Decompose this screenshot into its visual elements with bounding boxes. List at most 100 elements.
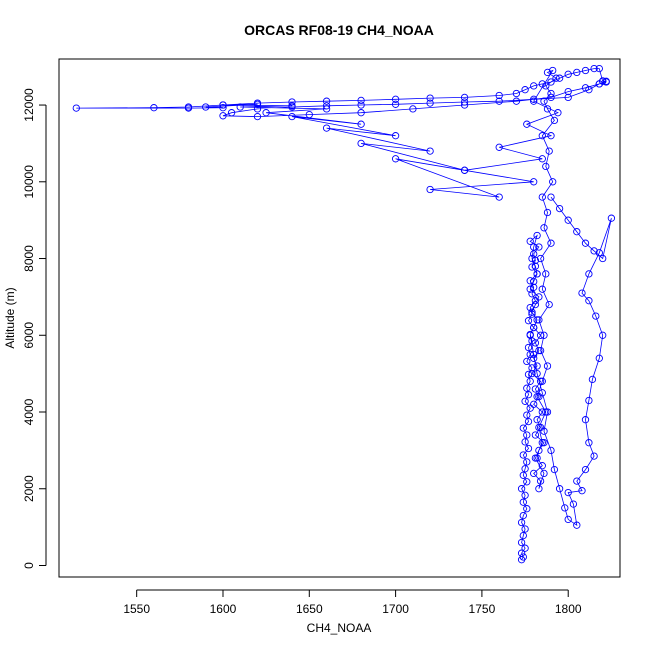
data-point: [542, 162, 550, 171]
data-point: [533, 362, 541, 370]
data-point: [322, 97, 331, 105]
data-point: [547, 78, 555, 86]
data-point: [517, 518, 526, 527]
data-point: [526, 377, 534, 385]
data-point: [322, 102, 331, 110]
data-point: [219, 104, 227, 112]
data-point: [253, 105, 262, 113]
data-point: [528, 308, 536, 316]
data-point: [595, 64, 603, 73]
data-point: [564, 216, 572, 224]
data-point: [521, 397, 529, 405]
data-point: [547, 89, 555, 98]
data-point: [150, 104, 158, 112]
data-point: [530, 323, 538, 332]
data-point: [581, 84, 590, 92]
data-point: [573, 521, 581, 529]
data-point: [528, 290, 536, 298]
data-point: [517, 538, 526, 547]
data-point: [538, 193, 546, 201]
data-point: [547, 193, 555, 201]
data-point: [426, 99, 434, 107]
data-point: [555, 204, 564, 213]
data-point: [530, 400, 538, 408]
data-point: [543, 408, 552, 416]
data-point: [533, 393, 541, 401]
data-point: [357, 139, 365, 148]
data-point: [219, 101, 227, 109]
plot-frame: [58, 58, 621, 578]
data-point: [555, 485, 564, 493]
data-point: [538, 389, 546, 397]
data-point: [288, 103, 296, 111]
data-point: [581, 416, 590, 424]
data-point: [530, 97, 538, 105]
y-tick-label: 4000: [22, 398, 36, 425]
data-point: [536, 346, 545, 355]
data-point: [540, 331, 548, 339]
data-point: [588, 375, 597, 384]
data-point: [533, 369, 541, 378]
data-point: [533, 231, 541, 240]
data-point: [523, 384, 531, 392]
data-point: [599, 77, 607, 85]
data-point: [528, 263, 536, 271]
data-point: [533, 316, 541, 324]
data-point: [535, 423, 543, 432]
data-point: [521, 491, 529, 499]
data-point: [547, 239, 555, 247]
data-point: [530, 277, 538, 286]
data-point: [523, 357, 531, 366]
data-point: [524, 444, 533, 453]
x-axis: 1550 1600 1650 1700 1750 1800: [123, 589, 582, 616]
data-point: [357, 101, 365, 109]
data-point: [495, 97, 503, 105]
data-point: [533, 270, 541, 278]
data-point: [530, 178, 538, 186]
data-point: [530, 250, 538, 258]
data-point: [550, 465, 559, 474]
y-tick-label: 12000: [22, 88, 36, 122]
data-point: [524, 417, 533, 426]
data-point: [531, 300, 540, 309]
data-point: [590, 64, 598, 73]
data-point: [538, 408, 546, 416]
plot-area: [72, 64, 616, 564]
data-point: [528, 310, 536, 318]
data-point: [523, 505, 531, 513]
data-point: [540, 224, 548, 232]
data-point: [526, 277, 534, 285]
data-point: [524, 391, 533, 399]
data-point: [531, 339, 540, 347]
data-point: [523, 411, 531, 419]
data-point: [517, 485, 526, 493]
data-point: [538, 80, 546, 88]
data-point: [535, 485, 543, 493]
data-point: [391, 155, 400, 163]
data-point: [536, 254, 545, 263]
data-point: [253, 112, 262, 121]
data-point: [322, 124, 331, 132]
data-point: [543, 362, 552, 370]
x-tick-label: 1750: [469, 602, 496, 616]
series-line-2: [529, 196, 612, 527]
data-point: [585, 297, 593, 305]
data-point: [547, 132, 555, 140]
data-point: [521, 544, 529, 552]
data-point: [409, 105, 417, 113]
data-point: [540, 469, 548, 478]
y-tick-label: 2000: [22, 475, 36, 502]
data-point: [530, 95, 538, 103]
data-point: [202, 103, 210, 111]
data-point: [519, 531, 527, 540]
y-axis-label: Altitude (m): [3, 287, 17, 348]
data-point: [460, 166, 469, 174]
x-tick-label: 1650: [296, 602, 323, 616]
data-point: [530, 350, 538, 359]
data-point: [227, 109, 236, 117]
data-point: [517, 549, 526, 557]
data-point: [535, 243, 543, 251]
data-point: [530, 82, 538, 90]
data-point: [549, 66, 557, 75]
